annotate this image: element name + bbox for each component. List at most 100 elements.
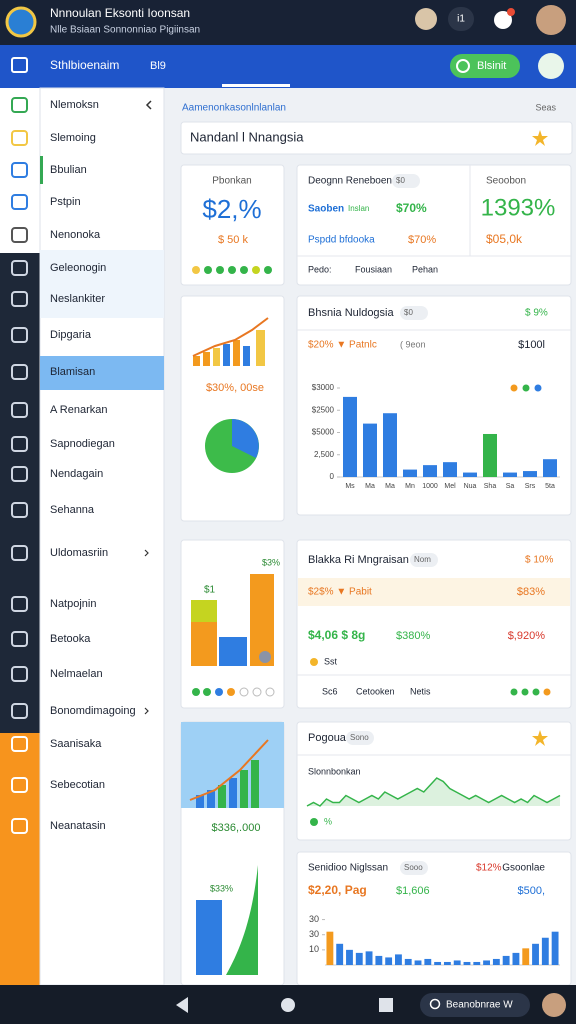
x-tick-label: 5ta (545, 483, 555, 490)
rail-icon (11, 703, 28, 719)
menu-item: Saanisaka (50, 738, 102, 750)
tab-indicator (222, 84, 290, 87)
bar (343, 396, 357, 477)
label: $2,20, Pag (308, 883, 367, 897)
label: ( 9eon (400, 339, 426, 349)
menu-item: Pstpin (50, 196, 81, 208)
bar (463, 961, 471, 965)
x-tick-label: Mel (444, 483, 456, 490)
rail-icon (11, 130, 28, 146)
dot (240, 266, 248, 274)
label: $380% (396, 630, 430, 642)
promo-graphic (191, 574, 275, 697)
toolbar-title: Sthlbioenaim (50, 58, 119, 72)
bar (326, 931, 334, 965)
y-tick-label: $2500 (312, 405, 335, 414)
tab: Bl9 (150, 60, 166, 72)
rail-middle (0, 253, 40, 733)
label: Pspdd bfdooka (308, 235, 375, 246)
label: $336,.000 (212, 822, 261, 834)
star-icon[interactable] (532, 730, 548, 746)
bar (404, 958, 412, 965)
bar (502, 955, 510, 965)
rail-icon (11, 818, 28, 834)
tag: $0 (396, 176, 405, 185)
legend-dot (534, 384, 542, 392)
bar (483, 960, 490, 965)
y-tick-label: 0 (330, 472, 335, 481)
star-icon[interactable] (532, 130, 548, 146)
rail-bottom (0, 733, 40, 985)
rail-icon (11, 194, 28, 210)
dot (532, 688, 540, 696)
rail-icon (11, 260, 28, 276)
menu-item: Sebecotian (50, 779, 105, 791)
menu-item: Bonomdimagoing (50, 705, 136, 717)
label: Pehan (412, 264, 438, 274)
dot (252, 266, 260, 274)
expand-icon[interactable] (144, 707, 149, 715)
bar (385, 957, 393, 965)
menu-item: Betooka (50, 633, 91, 645)
label: $70% (408, 234, 436, 246)
bar (543, 459, 557, 477)
expand-icon[interactable] (144, 549, 149, 557)
bar (473, 961, 481, 965)
dot (204, 266, 212, 274)
bar (403, 469, 417, 477)
label: $1,606 (396, 885, 430, 897)
user-avatar[interactable] (536, 5, 566, 35)
rail-icon (11, 327, 28, 343)
link: Seas (535, 102, 556, 112)
label: $20% ▼ Patnlc (308, 340, 377, 351)
x-tick-label: Sa (506, 483, 515, 490)
rail-icon (11, 777, 28, 793)
bar (443, 462, 457, 477)
bar (424, 958, 432, 965)
bar (483, 433, 497, 477)
menu-item: Nlemoksn (50, 99, 99, 111)
tag: Sooo (404, 863, 423, 872)
back-button[interactable] (176, 997, 188, 1013)
x-tick-label: Ma (365, 483, 375, 490)
label: Deognn Reneboen (308, 176, 392, 187)
x-tick-label: Mn (405, 483, 415, 490)
menu-item: Nenonoka (50, 229, 101, 241)
app-title: Nnnoulan Eksonti Ioonsan (50, 6, 190, 20)
user-avatar[interactable] (542, 993, 566, 1017)
tag: Sono (350, 733, 369, 742)
rail-icon (11, 227, 28, 243)
sparkline-area (307, 778, 560, 806)
label: Inslan (348, 204, 369, 213)
label: $ 9% (525, 308, 548, 319)
bar (551, 931, 559, 965)
label: Seoobon (486, 176, 526, 187)
label: Saoben (308, 204, 344, 215)
label: $12% (476, 863, 502, 874)
info-button[interactable] (448, 7, 474, 31)
tag (400, 861, 428, 875)
recent-button[interactable] (379, 998, 393, 1012)
rail-icon (11, 666, 28, 682)
tag (392, 174, 420, 188)
search-box[interactable] (420, 993, 530, 1017)
label: $33% (210, 883, 233, 893)
label: Cetooken (356, 686, 395, 696)
action-button[interactable] (450, 54, 520, 78)
collapse-icon[interactable] (145, 100, 152, 110)
leaf-button[interactable] (538, 53, 564, 79)
toolbar-icon[interactable] (11, 57, 28, 73)
menu-selected[interactable] (40, 356, 164, 390)
bar (522, 948, 530, 965)
rail-icon (11, 364, 28, 380)
alert-icon[interactable] (494, 11, 512, 29)
rail-icon (11, 736, 28, 752)
bar (443, 961, 451, 965)
label: Pedo: (308, 264, 332, 274)
label: Gsoonlae (502, 863, 545, 874)
avatar[interactable] (415, 8, 437, 30)
home-button[interactable] (281, 998, 295, 1012)
button-label: Blsinit (477, 60, 506, 72)
bar (523, 471, 537, 477)
tag (346, 731, 374, 745)
